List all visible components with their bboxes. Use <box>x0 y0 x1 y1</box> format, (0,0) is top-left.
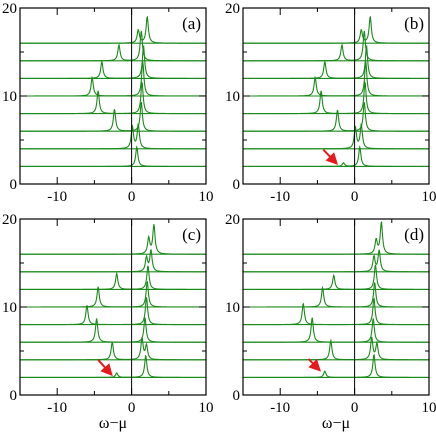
x-tick-label: 0 <box>128 189 136 205</box>
panel-b: -10 0 10 0 10 20 (b) <box>225 1 436 205</box>
spectrum-curve <box>243 102 429 132</box>
plot-area <box>20 224 206 378</box>
spectrum-curve <box>20 317 206 343</box>
spectrum-curve <box>20 15 206 44</box>
x-tick-label: -10 <box>270 400 290 416</box>
spectrum-curve <box>243 297 429 326</box>
y-tick-label: 0 <box>233 177 241 193</box>
y-tick-label: 10 <box>225 300 240 316</box>
spectrum-curve <box>20 224 206 255</box>
y-tick-label: 20 <box>225 1 240 17</box>
x-tick-label: 0 <box>351 189 359 205</box>
arrow <box>307 358 321 372</box>
panel-label: (b) <box>404 14 424 33</box>
spectrum-curve <box>243 317 429 343</box>
x-tick-label: -10 <box>47 189 67 205</box>
arrow <box>322 148 339 166</box>
x-tick-label: -10 <box>270 189 290 205</box>
y-tick-label: 0 <box>233 388 241 404</box>
x-tick-label: -10 <box>47 400 67 416</box>
spectrum-curve <box>20 354 206 378</box>
spectrum-curve <box>20 61 206 97</box>
spectrum-curve <box>20 265 206 290</box>
plot-area <box>243 15 429 167</box>
spectrum-curve <box>243 353 429 378</box>
spectrum-curve <box>20 144 206 167</box>
x-tick-label: 0 <box>351 400 359 416</box>
plot-area <box>243 220 429 378</box>
y-tick-label: 20 <box>225 212 240 228</box>
y-tick-label: 0 <box>10 177 18 193</box>
spectrum-curve <box>243 144 429 167</box>
y-tick-label: 20 <box>2 212 17 228</box>
x-tick-label: 0 <box>128 400 136 416</box>
spectrum-curve <box>243 30 429 62</box>
x-axis-label: ω−μ <box>322 415 350 432</box>
spectrum-curve <box>243 336 429 361</box>
y-tick-label: 10 <box>2 300 17 316</box>
spectrum-curve <box>243 80 429 115</box>
spectrum-curve <box>20 297 206 326</box>
spectrum-curve <box>243 220 429 255</box>
spectrum-curve <box>20 80 206 115</box>
panel-a: -10 0 10 0 10 20 (a) <box>2 1 214 205</box>
spectrum-curve <box>20 44 206 79</box>
y-tick-label: 20 <box>2 1 17 17</box>
spectrum-curve <box>243 61 429 97</box>
arrow <box>97 359 113 377</box>
spectrum-curve <box>20 122 206 150</box>
panel-label: (d) <box>404 225 424 244</box>
spectrum-curve <box>20 102 206 132</box>
spectrum-curve <box>243 15 429 44</box>
spectrum-curve <box>20 280 206 308</box>
panel-label: (c) <box>182 225 201 244</box>
x-tick-label: 10 <box>199 189 214 205</box>
panel-c: -10 0 10 0 10 20 (c) ω−μ <box>2 212 214 432</box>
x-axis-label: ω−μ <box>99 415 127 432</box>
spectrum-curve <box>20 337 206 361</box>
y-tick-label: 0 <box>10 388 18 404</box>
spectrum-curve <box>243 282 429 308</box>
spectrum-curve <box>243 44 429 79</box>
x-tick-label: 10 <box>199 400 214 416</box>
panel-d: -10 0 10 0 10 20 (d) ω−μ <box>225 212 436 432</box>
x-tick-label: 10 <box>422 400 436 416</box>
spectrum-curve <box>243 249 429 273</box>
spectrum-curve <box>20 30 206 62</box>
plot-area <box>20 15 206 167</box>
spectrum-curve <box>243 264 429 290</box>
spectrum-curve <box>243 122 429 150</box>
y-tick-label: 10 <box>225 89 240 105</box>
x-tick-label: 10 <box>422 189 436 205</box>
panel-label: (a) <box>182 14 201 33</box>
spectrum-curve <box>20 249 206 273</box>
y-tick-label: 10 <box>2 89 17 105</box>
